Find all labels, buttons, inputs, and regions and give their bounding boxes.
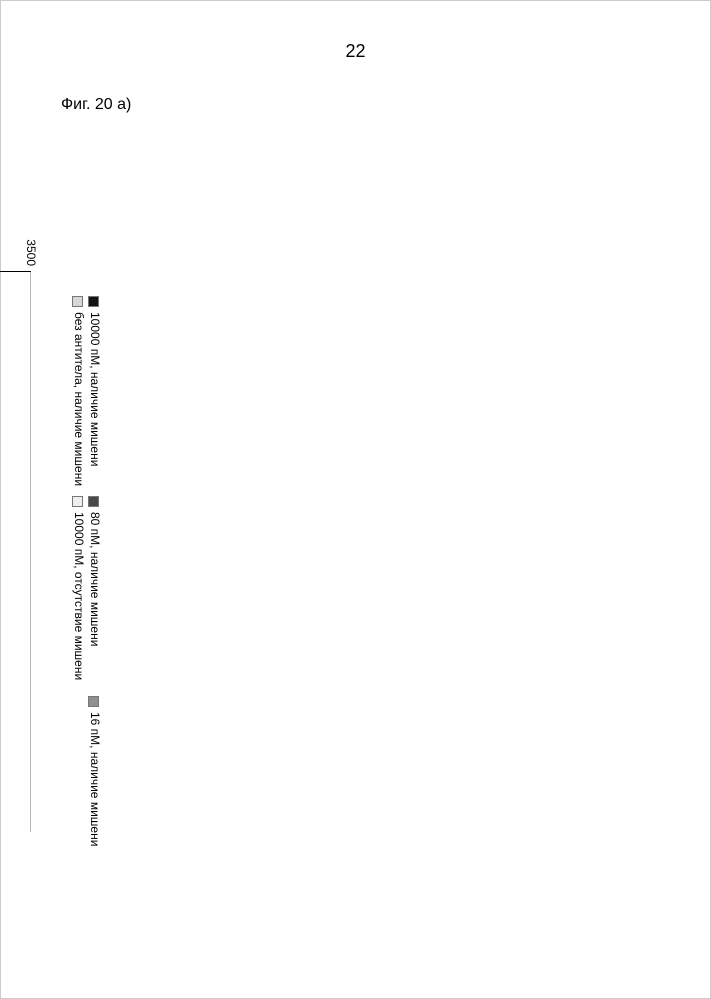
legend-label: без антитела, наличие мишени: [71, 312, 85, 486]
legend-label: 80 пМ, наличие мишени: [87, 512, 101, 646]
legend-col-2: 80 пМ, наличие мишени 10000 пМ, отсутств…: [69, 496, 101, 696]
legend-item: без антитела, наличие мишени: [71, 296, 85, 496]
figure-label: Фиг. 20 а): [61, 96, 131, 114]
legend-swatch: [88, 696, 99, 707]
legend-swatch: [88, 296, 99, 307]
legend-swatch: [72, 496, 83, 507]
gridline: [30, 272, 31, 832]
y-tick-label: 3500: [24, 239, 38, 266]
rotated-chart-wrapper: CD69, медианная интенсивностьфлуоресценц…: [0, 201, 101, 921]
legend-item: 10000 пМ, отсутствие мишени: [71, 496, 85, 696]
legend-item: 10000 пМ, наличие мишени: [87, 296, 101, 496]
legend-swatch: [72, 296, 83, 307]
legend-swatch: [88, 496, 99, 507]
plot-area: 05001000150020002500300035001+1, без Fc(…: [0, 271, 31, 831]
legend-label: 10000 пМ, отсутствие мишени: [71, 512, 85, 680]
legend-item: 16 пМ, наличие мишени: [87, 696, 101, 896]
bar-chart: CD69, медианная интенсивностьфлуоресценц…: [0, 201, 101, 921]
page-number: 22: [345, 41, 365, 62]
legend-label: 16 пМ, наличие мишени: [87, 712, 101, 846]
page: 22 Фиг. 20 а) CD69, медианная интенсивно…: [0, 0, 711, 999]
legend-col-3: 16 пМ, наличие мишени: [85, 696, 101, 896]
legend-item: 80 пМ, наличие мишени: [87, 496, 101, 696]
legend-col-1: 10000 пМ, наличие мишени без антитела, н…: [69, 296, 101, 496]
legend-label: 10000 пМ, наличие мишени: [87, 312, 101, 466]
y-axis-title: CD69, медианная интенсивностьфлуоресценц…: [0, 191, 11, 211]
